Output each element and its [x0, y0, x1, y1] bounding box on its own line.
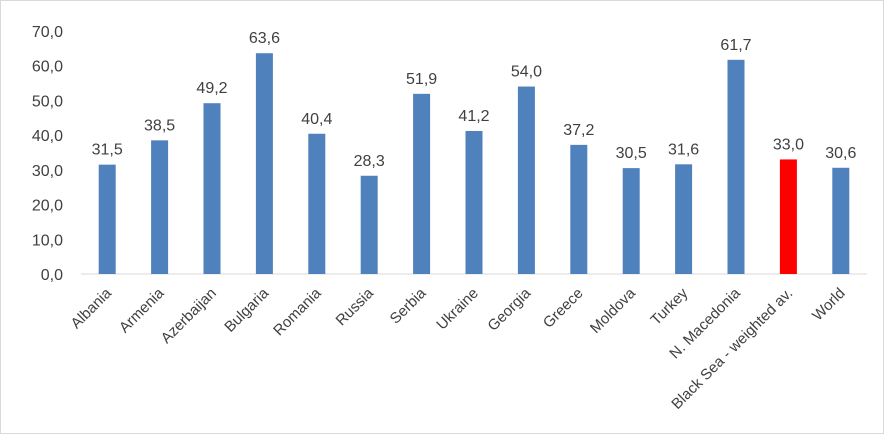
category-label: Russia: [333, 284, 378, 329]
category-label: Greece: [540, 285, 587, 332]
bar: [308, 133, 326, 274]
bar: [517, 86, 535, 275]
category-label: Georgia: [484, 284, 534, 334]
bar: [151, 140, 169, 274]
bar-value-labels: 31,5 38,5 49,2 63,6 40,4 28,3 51,9 41,2 54,0 37,2…: [92, 30, 857, 170]
bar-value-label: 33,0: [773, 136, 804, 153]
y-tick-label: 60,0: [32, 59, 63, 76]
bar-value-label: 41,2: [458, 108, 489, 125]
bar: [675, 164, 693, 274]
y-tick-label: 40,0: [32, 128, 63, 145]
bar-value-label: 30,5: [616, 145, 647, 162]
y-tick-label: 50,0: [32, 93, 63, 110]
bar-value-label: 38,5: [144, 117, 175, 134]
category-label: Serbia: [387, 284, 430, 327]
bar-value-label: 37,2: [563, 122, 594, 139]
bar-value-label: 31,6: [668, 141, 699, 158]
bar: [465, 130, 483, 274]
bar-value-label: 49,2: [196, 80, 227, 97]
y-tick-label: 30,0: [32, 163, 63, 180]
bar: [413, 93, 431, 274]
bar: [360, 175, 378, 274]
bar-value-label: 54,0: [511, 64, 542, 81]
category-label: World: [809, 285, 849, 325]
bars: [98, 53, 850, 275]
bar: [727, 59, 745, 274]
bar: [622, 168, 640, 274]
bar-value-label: 28,3: [354, 153, 385, 170]
bar: [255, 53, 273, 274]
y-tick-label: 0,0: [41, 267, 63, 284]
category-label: Armenia: [116, 284, 168, 336]
bar: [98, 164, 116, 274]
bar: [779, 159, 797, 274]
bar-value-label: 31,5: [92, 142, 123, 159]
category-label: Ukraine: [433, 285, 482, 334]
bar-value-label: 40,4: [301, 111, 332, 128]
y-axis-ticks: 0,0 10,0 20,0 30,0 40,0 50,0 60,0 70,0: [32, 24, 63, 284]
y-tick-label: 70,0: [32, 24, 63, 41]
category-label: Moldova: [587, 284, 640, 337]
category-label: Bulgaria: [221, 284, 272, 335]
bar-value-label: 61,7: [720, 37, 751, 54]
bar-value-label: 63,6: [249, 30, 280, 47]
bar: [203, 103, 221, 274]
y-tick-label: 10,0: [32, 232, 63, 249]
category-label: Romania: [270, 284, 325, 339]
category-label: Turkey: [647, 284, 691, 328]
bar-value-label: 51,9: [406, 71, 437, 88]
category-label: Albania: [68, 284, 116, 332]
category-label: Azerbaijan: [158, 285, 220, 347]
y-tick-label: 20,0: [32, 198, 63, 215]
bar: [570, 144, 588, 274]
bar-value-label: 30,6: [825, 145, 856, 162]
bar: [832, 167, 850, 274]
